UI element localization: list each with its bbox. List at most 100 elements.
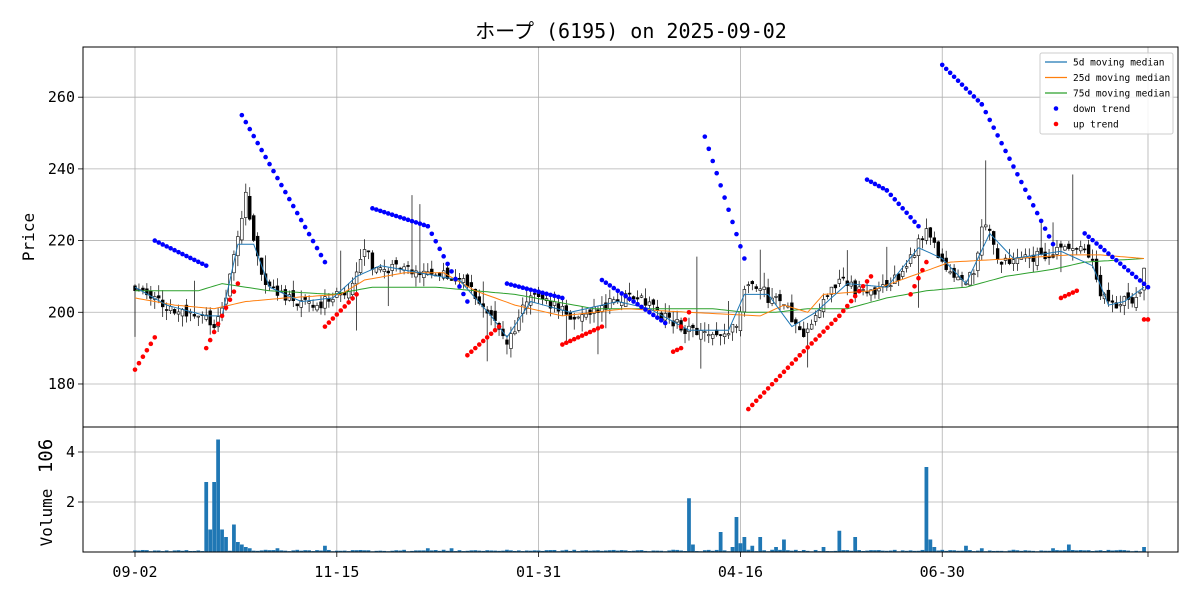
candle-body	[707, 334, 711, 337]
volume-bar	[1066, 544, 1071, 552]
candle-body	[817, 310, 822, 318]
candle-body	[252, 215, 256, 241]
volume-bar	[999, 550, 1004, 552]
up-trend-point	[753, 398, 759, 404]
down-trend-point	[619, 291, 625, 296]
volume-bar	[580, 550, 585, 552]
up-trend-point	[148, 341, 154, 347]
volume-bar	[936, 550, 941, 552]
down-trend-point	[730, 219, 735, 225]
candle-body	[762, 286, 766, 290]
volume-bar	[912, 550, 917, 552]
volume-bar	[144, 550, 149, 552]
up-trend-point	[322, 324, 328, 329]
down-trend-point	[607, 283, 613, 288]
down-trend-point	[1015, 171, 1020, 177]
candle-body	[291, 290, 295, 302]
ma75-line	[135, 258, 1145, 313]
up-trend-series	[132, 259, 1151, 412]
volume-bar	[489, 550, 494, 552]
volume-bar	[524, 550, 529, 552]
volume-bar	[497, 550, 501, 552]
down-trend-point	[1129, 271, 1135, 277]
volume-bar	[152, 550, 157, 552]
volume-bar	[964, 545, 968, 552]
down-trend-point	[540, 290, 545, 296]
up-trend-point	[749, 402, 755, 408]
candle-body	[358, 259, 363, 273]
up-trend-point	[132, 367, 138, 372]
down-trend-point	[188, 255, 193, 261]
volume-bar	[655, 550, 660, 552]
candle-body	[639, 295, 644, 298]
volume-bar	[319, 550, 323, 552]
volume-bar	[869, 550, 873, 552]
candle-body	[865, 291, 869, 294]
volume-bar	[718, 532, 723, 552]
up-trend-point	[579, 333, 585, 338]
volume-bar	[1074, 550, 1079, 552]
up-trend-point	[203, 345, 209, 351]
candle-body	[319, 301, 323, 309]
volume-bar	[1031, 550, 1036, 552]
volume-bar	[1011, 549, 1016, 552]
legend-box	[1039, 52, 1174, 135]
down-trend-point	[967, 90, 973, 95]
up-trend-point	[670, 349, 676, 355]
down-trend-point	[263, 154, 268, 160]
volume-bar	[437, 550, 442, 552]
down-trend-point	[955, 78, 961, 83]
up-trend-point	[761, 390, 767, 395]
volume-bar	[228, 550, 232, 552]
candle-body	[956, 276, 960, 281]
legend-entry-label: 25d moving median	[1073, 73, 1170, 84]
candle-body	[825, 295, 830, 297]
candle-body	[1142, 267, 1146, 291]
candle-body	[1047, 256, 1051, 259]
down-trend-point	[544, 291, 549, 297]
volume-bar	[758, 537, 763, 552]
down-trend-point	[374, 207, 379, 212]
volume-bar	[635, 550, 640, 552]
candle-body	[248, 195, 252, 220]
legend-entry-label: down trend	[1073, 104, 1130, 115]
down-trend-point	[283, 189, 288, 195]
legend: 5d moving median 25d moving median 75d mov…	[1039, 52, 1174, 135]
up-trend-point	[587, 329, 593, 335]
candle-body	[730, 323, 735, 333]
down-trend-point	[864, 177, 870, 182]
candle-body	[604, 302, 608, 310]
down-trend-point	[267, 161, 272, 167]
volume-bar	[382, 550, 387, 552]
down-trend-point	[1046, 234, 1052, 239]
volume-bar	[176, 550, 181, 552]
down-trend-point	[979, 102, 985, 107]
volume-bar	[560, 550, 565, 552]
volume-bar	[861, 550, 865, 552]
candle-body	[837, 278, 842, 284]
candle-body	[718, 334, 723, 336]
down-trend-point	[1023, 187, 1028, 193]
volume-bar	[592, 550, 596, 552]
candle-body	[802, 328, 806, 337]
candle-body	[774, 296, 778, 298]
down-trend-point	[1114, 258, 1119, 263]
down-trend-point	[639, 304, 644, 310]
down-trend-point	[611, 285, 617, 291]
down-trend-point	[1011, 164, 1016, 169]
volume-bar	[746, 549, 751, 552]
up-trend-point	[480, 338, 486, 344]
down-trend-point	[160, 242, 165, 247]
candle-body	[196, 315, 200, 318]
up-trend-point	[215, 321, 221, 327]
candle-body	[1083, 248, 1087, 251]
candle-body	[972, 273, 976, 276]
volume-bar	[473, 550, 478, 552]
candle-body	[841, 276, 845, 279]
up-trend-point	[912, 283, 917, 289]
volume-bar	[714, 549, 719, 552]
up-trend-point	[488, 331, 494, 337]
down-trend-point	[152, 238, 158, 243]
candle-body	[695, 327, 699, 336]
